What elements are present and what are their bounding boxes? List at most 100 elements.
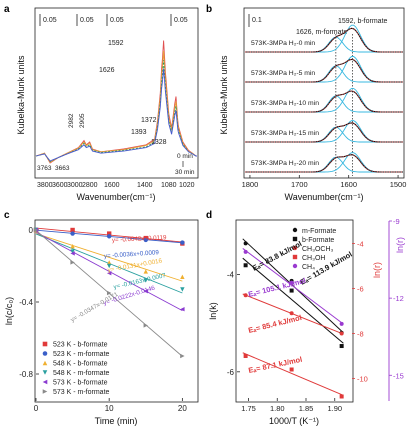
y-tick-label-right-2: -12 (393, 294, 404, 303)
panel-b: 0.1 1626, m-formate 1592, b-formate 573K… (219, 7, 407, 202)
peak-label-3663: 3663 (55, 165, 70, 172)
legend-label: 573 K - m-formate (53, 389, 110, 396)
fit-equation: y= -0.0042x+0.0119 (112, 234, 167, 244)
panel-a-frame (34, 7, 199, 179)
scale-label: 0.05 (80, 17, 94, 24)
data-point (106, 271, 112, 276)
fit-equation: y= -0.0036x+0.0009 (104, 249, 160, 260)
series-line-0-min (35, 40, 197, 164)
y-tick-label-right-2: -15 (393, 371, 404, 380)
peak-label-1626: 1626 (99, 67, 115, 74)
x-tick-label: 1.90 (327, 404, 342, 413)
legend-label: 573 K - b-formate (53, 380, 108, 387)
panel-c-frame (34, 219, 199, 403)
data-point (70, 227, 75, 233)
envelope-trace (245, 59, 403, 83)
data-point (243, 241, 248, 246)
x-tick-label: 1020 (179, 182, 195, 189)
legend-marker (292, 263, 298, 269)
data-point (143, 269, 148, 274)
data-point (289, 288, 294, 293)
panel-a-series (35, 40, 197, 164)
legend-marker (42, 351, 48, 356)
panel-c-ticks: 0 10 20 0 -0.4 -0.8 (19, 226, 187, 413)
panel-c: 0 10 20 0 -0.4 -0.8 y= -0.0042x+0.0119 y= -0.0… (4, 219, 199, 426)
y-tick-label-left: -4 (227, 271, 235, 280)
data-point (143, 237, 148, 243)
x-tick-label: 1.80 (270, 404, 285, 413)
activation-energy-label: Eₐ= 85.4 kJ/mol (247, 313, 302, 335)
data-point (70, 251, 75, 256)
legend-label: 523 K - b-formate (53, 342, 108, 349)
data-point (106, 263, 112, 269)
scale-label: 0.05 (174, 17, 188, 24)
time-label-end: 30 min (175, 169, 195, 176)
y-tick-label: -0.8 (19, 370, 33, 379)
peak-label-1592: 1592 (108, 40, 124, 47)
data-point (339, 321, 344, 326)
legend-marker (292, 236, 298, 242)
panel-label-b: b (206, 4, 212, 15)
data-point (180, 307, 185, 312)
panel-d-right-axis-label-1: ln(r) (372, 262, 382, 278)
data-point (106, 290, 112, 296)
panel-c-points (33, 227, 185, 359)
time-label-start: 0 min (177, 153, 193, 160)
x-tick-label: 1500 (390, 180, 407, 189)
x-tick-label: 20 (178, 404, 187, 413)
fit-line (242, 257, 344, 344)
legend-marker (292, 227, 298, 233)
panel-c-y-axis-label: ln(c/c₀) (4, 297, 14, 325)
data-point (143, 289, 148, 294)
data-point (180, 274, 185, 279)
legend-label: b-Formate (302, 237, 334, 244)
trace-label: 573K-3MPa H₂-0 min (251, 40, 315, 47)
panel-d-right-axis-label-2: ln(r) (395, 237, 405, 253)
series-line-20-min (35, 60, 197, 163)
y-tick-label-right-1: -6 (357, 285, 364, 294)
fit-line (35, 233, 183, 282)
data-point (143, 278, 148, 283)
panel-b-traces: 573K-3MPa H₂-0 min 573K-3MPa H₂-5 min 573K… (245, 24, 403, 176)
panel-d-frame (235, 219, 354, 403)
x-tick-label: 2800 (82, 182, 98, 189)
scale-label: 0.05 (43, 17, 57, 24)
data-point (339, 344, 344, 349)
x-tick-label: 1800 (242, 180, 259, 189)
series-line-30-min (35, 68, 197, 162)
fit-equation: y= -0.0131x+0.0016 (107, 257, 163, 274)
data-point (143, 323, 148, 328)
data-point (339, 394, 344, 399)
panel-label-c: c (4, 210, 10, 221)
data-point (70, 249, 75, 254)
peak-label-2982: 2982 (68, 113, 75, 128)
x-tick-label: 3800 (37, 182, 53, 189)
data-point (106, 260, 112, 265)
y-tick-label-right-1: -8 (357, 330, 364, 339)
fit-line (35, 231, 183, 312)
panel-d: 1.75 1.80 1.85 1.90 -4 -6 -4 -6 -8 -10 -9 -12 -15 m-… (208, 217, 405, 426)
panel-d-legend: m-Formate b-Formate CH₃OCH₃ CH₃OH CH₄ (292, 227, 336, 271)
panel-a-scale-bars: 0.05 0.05 0.05 0.05 (39, 14, 188, 26)
series-line-10-min (35, 50, 197, 163)
y-tick-label-right-2: -9 (393, 217, 400, 226)
x-tick-label: 1700 (291, 180, 308, 189)
activation-energy-label: Eₐ= 105.1 kJ/mol (247, 276, 306, 299)
panel-label-a: a (4, 4, 10, 15)
panel-d-y-axis-label: ln(k) (208, 302, 218, 320)
panel-d-x-axis-label: 1000/T (K⁻¹) (269, 416, 319, 426)
peak-label-2905: 2905 (79, 113, 86, 128)
data-point (70, 260, 75, 265)
x-tick-label: 10 (105, 404, 114, 413)
legend-marker (292, 254, 298, 260)
data-point (339, 331, 344, 336)
legend-label: 523 K - m-formate (53, 351, 110, 358)
y-tick-label-right-1: -10 (357, 375, 368, 384)
envelope-trace (245, 90, 403, 113)
peak-label-1372: 1372 (141, 117, 157, 124)
panel-b-frame (243, 7, 405, 179)
panel-a-x-ticks: 3800 3600 3000 2800 1600 1400 1080 1020 (37, 182, 195, 189)
envelope-trace (245, 27, 403, 53)
